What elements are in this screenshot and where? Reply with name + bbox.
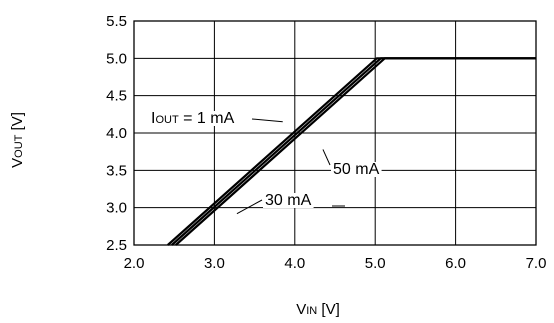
annotation-labels: IOUT = 1 mA 50 mA 30 mA <box>151 110 380 209</box>
y-tick-label: 4.5 <box>106 88 127 105</box>
annotation-label-bg <box>263 193 314 208</box>
y-tick-label: 5.5 <box>106 13 127 30</box>
annotation-label-bg <box>149 111 237 126</box>
annotation-leaders <box>236 118 345 215</box>
y-axis-label-unit: [V] <box>9 112 26 135</box>
tick-labels: 2.0 3.0 4.0 5.0 6.0 7.0 2.5 3.0 3.5 4.0 4.5 5.0 5.5 <box>106 13 546 272</box>
annotation-label: IOUT = 1 mA <box>151 110 235 127</box>
annotation-label: 30 mA <box>265 192 312 209</box>
x-axis-label-sub: IN <box>306 305 317 317</box>
annotation-label-bg <box>331 162 382 177</box>
x-axis-label-unit: [V] <box>317 301 340 318</box>
annotation-leader <box>236 199 263 215</box>
grid-lines <box>134 21 536 245</box>
x-tick-label: 4.0 <box>284 255 305 272</box>
x-tick-label: 7.0 <box>526 255 547 272</box>
y-tick-label: 3.0 <box>106 200 127 217</box>
y-tick-label: 3.5 <box>106 162 127 179</box>
x-tick-label: 2.0 <box>124 255 145 272</box>
y-tick-label: 2.5 <box>106 237 127 254</box>
x-tick-label: 3.0 <box>204 255 225 272</box>
x-tick-label: 5.0 <box>365 255 386 272</box>
y-tick-label: 4.0 <box>106 125 127 142</box>
x-axis-label-main: V <box>296 301 306 318</box>
annotation-label: 50 mA <box>333 161 380 178</box>
series-curves <box>167 57 536 246</box>
annotation-leader <box>322 149 331 166</box>
annotation-backgrounds <box>149 111 382 208</box>
y-axis-label-main: V <box>9 158 26 168</box>
x-tick-label: 6.0 <box>445 255 466 272</box>
x-axis-label: VIN [V] <box>296 301 340 318</box>
plot-frame <box>133 20 537 246</box>
y-tick-label: 5.0 <box>106 50 127 67</box>
y-axis-label: VOUT [V] <box>9 112 26 168</box>
annotation-leader <box>251 118 283 123</box>
y-axis-label-sub: OUT <box>13 134 25 158</box>
series-line-3 <box>175 57 536 246</box>
